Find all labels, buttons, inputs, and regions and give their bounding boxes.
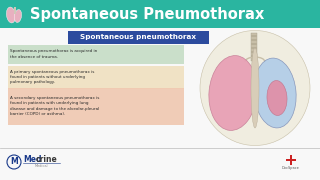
- Text: A secondary spontaneous pneumothorax is
found in patients with underlying lung
d: A secondary spontaneous pneumothorax is …: [10, 96, 100, 116]
- Bar: [251, 55, 257, 57]
- Bar: [251, 33, 257, 61]
- Text: crine: crine: [36, 156, 58, 165]
- Text: Spontaneous Pneumothorax: Spontaneous Pneumothorax: [30, 6, 264, 21]
- Bar: [251, 51, 257, 53]
- Ellipse shape: [200, 30, 310, 145]
- Text: Med: Med: [23, 156, 42, 165]
- Bar: [286, 159, 296, 161]
- Bar: [251, 47, 257, 49]
- Text: M: M: [10, 158, 18, 166]
- Ellipse shape: [6, 7, 16, 23]
- Bar: [251, 43, 257, 45]
- Text: A primary spontaneous pneumothorax is
found in patients without underlying
pulmo: A primary spontaneous pneumothorax is fo…: [10, 70, 94, 84]
- Bar: [0, 28, 320, 180]
- Ellipse shape: [251, 48, 259, 128]
- FancyBboxPatch shape: [7, 66, 183, 89]
- FancyBboxPatch shape: [7, 44, 183, 64]
- Bar: [290, 155, 292, 165]
- Ellipse shape: [254, 58, 296, 128]
- Text: Medical: Medical: [34, 164, 48, 168]
- Bar: [251, 39, 257, 41]
- Bar: [14, 7, 16, 14]
- Ellipse shape: [267, 80, 287, 116]
- Ellipse shape: [209, 56, 257, 130]
- Text: Spontaneous pneumothorax: Spontaneous pneumothorax: [80, 34, 196, 40]
- Bar: [251, 35, 257, 37]
- Bar: [0, 0, 320, 28]
- FancyBboxPatch shape: [68, 30, 209, 44]
- Text: Spontaneous pneumothorax is acquired in
the absence of trauma.: Spontaneous pneumothorax is acquired in …: [10, 49, 97, 59]
- Text: DocSpace: DocSpace: [282, 166, 300, 170]
- FancyBboxPatch shape: [7, 87, 183, 125]
- Ellipse shape: [14, 10, 21, 22]
